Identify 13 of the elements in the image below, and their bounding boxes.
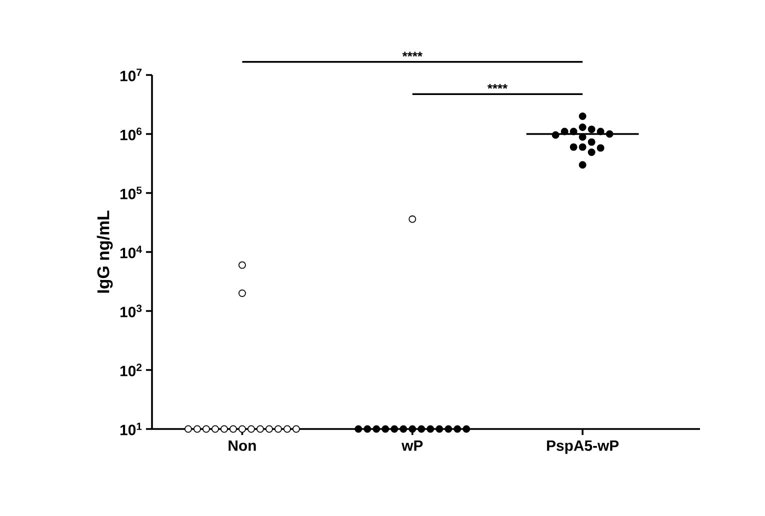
y-tick-label: 10$^{3}$ (120, 304, 142, 318)
y-axis-title: IgG ng/mL (96, 210, 113, 293)
y-tick-label: 10$^{6}$ (120, 128, 142, 140)
annotation: **** (487, 84, 508, 89)
y-tick-label: 10$^{5}$ (120, 186, 142, 200)
y-tick-label: 10$^{2}$ (120, 364, 142, 376)
y-tick-label: 10$^{1}$ (120, 422, 142, 436)
y-tick-label: 10$^{7}$ (120, 68, 142, 82)
y-tick-label: 10$^{4}$ (120, 246, 142, 258)
x-tick-label: PspA5-wP (547, 440, 619, 454)
text: **** (402, 52, 422, 57)
x-tick-label: wP (402, 440, 423, 451)
x-tick-label: Non (228, 440, 256, 451)
